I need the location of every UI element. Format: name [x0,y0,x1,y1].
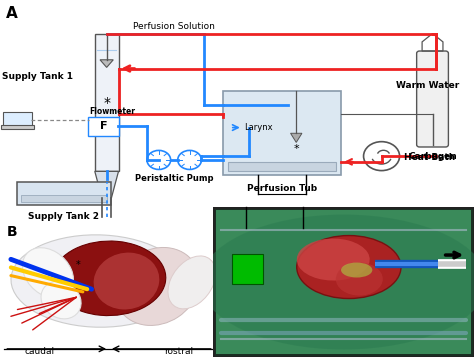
FancyBboxPatch shape [231,253,263,283]
Polygon shape [95,171,118,198]
Text: B: B [7,225,17,240]
Circle shape [147,150,171,170]
Text: Warm Water: Warm Water [396,81,459,90]
Text: Perfusion Solution: Perfusion Solution [133,22,215,31]
Circle shape [178,150,201,170]
Ellipse shape [115,247,199,326]
FancyBboxPatch shape [21,195,107,202]
FancyBboxPatch shape [3,112,32,127]
FancyBboxPatch shape [228,162,336,171]
FancyBboxPatch shape [213,207,474,357]
Text: Supply Tank 2: Supply Tank 2 [28,212,100,221]
Ellipse shape [341,262,373,277]
Text: Carbogen: Carbogen [408,152,457,161]
FancyBboxPatch shape [216,210,471,354]
Ellipse shape [52,241,166,316]
Text: Flowmeter: Flowmeter [89,107,135,116]
Polygon shape [100,60,113,67]
Ellipse shape [297,236,401,298]
Text: A: A [6,6,18,21]
FancyBboxPatch shape [95,34,118,171]
Ellipse shape [200,215,474,350]
Text: *: * [103,96,110,110]
Text: *: * [293,144,299,154]
Ellipse shape [297,238,370,281]
Text: F: F [100,121,107,131]
Text: Larynx: Larynx [244,123,273,132]
Text: rostral: rostral [164,347,193,356]
FancyBboxPatch shape [223,91,341,175]
FancyBboxPatch shape [1,125,34,130]
FancyBboxPatch shape [88,117,118,136]
FancyBboxPatch shape [17,182,111,205]
FancyBboxPatch shape [417,51,448,147]
Text: Perfusion Tub: Perfusion Tub [247,183,317,192]
Text: Peristaltic Pump: Peristaltic Pump [135,175,214,183]
Text: *: * [76,260,81,270]
Ellipse shape [168,256,216,309]
Circle shape [364,142,400,171]
Text: Supply Tank 1: Supply Tank 1 [2,72,73,81]
Text: caudal: caudal [24,347,55,356]
FancyBboxPatch shape [2,231,216,345]
Polygon shape [291,133,302,142]
Ellipse shape [41,281,81,319]
Text: Heat Bath: Heat Bath [404,153,456,162]
Ellipse shape [22,248,73,298]
Ellipse shape [94,253,159,310]
Ellipse shape [11,235,185,327]
Ellipse shape [336,262,383,296]
